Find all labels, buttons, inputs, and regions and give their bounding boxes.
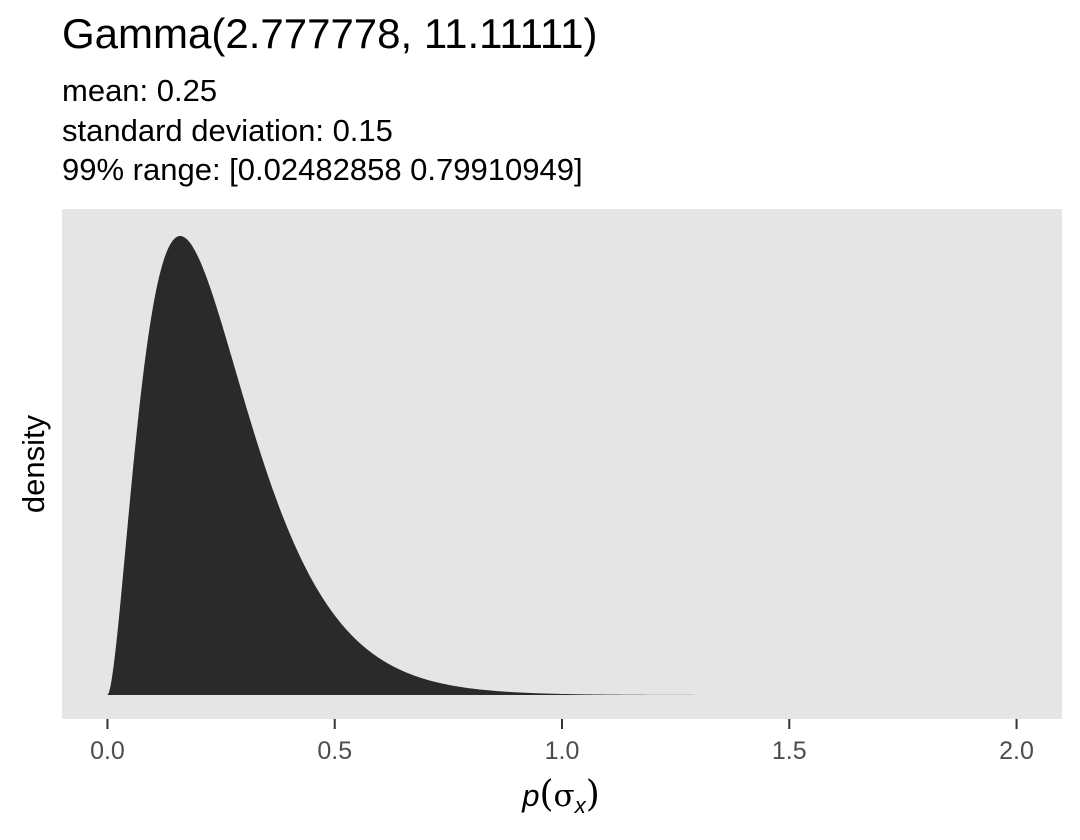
x-axis-title-p: p xyxy=(521,778,539,813)
chart-title: Gamma(2.777778, 11.11111) xyxy=(62,10,598,57)
x-axis-title-close-paren: ) xyxy=(586,774,600,815)
x-tick-label: 0.0 xyxy=(90,737,125,765)
x-tick-label: 1.0 xyxy=(545,737,580,765)
subtitle-99-range: 99% range: [0.02482858 0.79910949] xyxy=(62,152,583,187)
x-axis-title: p(σx) xyxy=(521,774,600,818)
x-tick-label: 0.5 xyxy=(317,737,352,765)
y-axis-title: density xyxy=(16,414,51,513)
density-area xyxy=(107,236,790,695)
x-tick-label: 1.5 xyxy=(772,737,807,765)
x-tick-label: 2.0 xyxy=(999,737,1034,765)
x-axis-title-open-paren: ( xyxy=(539,774,553,815)
x-axis-ticks: 0.0 0.5 1.0 1.5 2.0 xyxy=(90,719,1034,765)
subtitle-standard-deviation: standard deviation: 0.15 xyxy=(62,113,393,148)
x-axis-title-subscript: x xyxy=(574,793,587,818)
x-axis-title-sigma: σ xyxy=(554,778,575,814)
subtitle-mean: mean: 0.25 xyxy=(62,73,218,108)
